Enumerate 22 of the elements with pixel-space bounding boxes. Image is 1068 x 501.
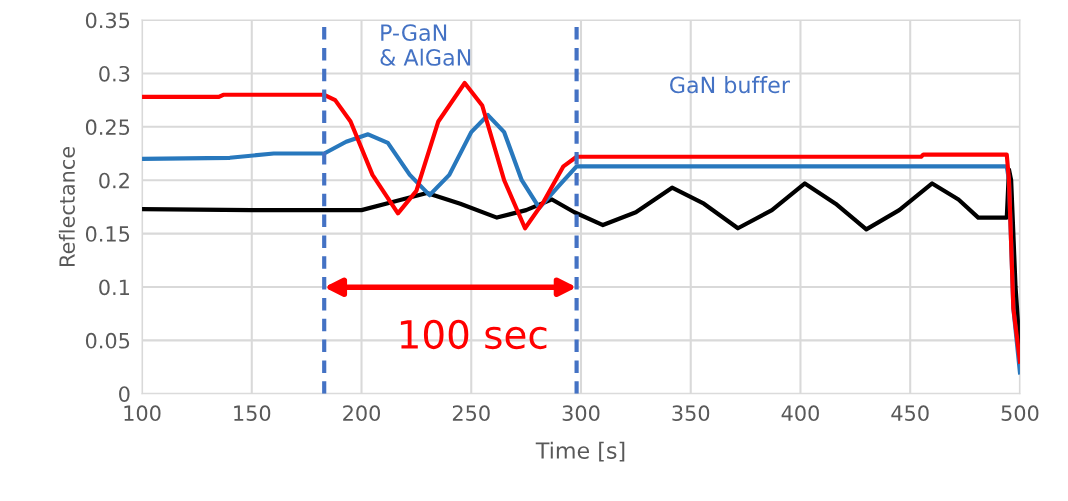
x-tick-label: 500 — [1001, 405, 1039, 422]
annotation: 100 sec — [400, 319, 547, 350]
x-tick-label: 450 — [891, 405, 929, 422]
x-tick-label: 100 — [124, 405, 161, 422]
y-axis-title: Reflectance — [58, 146, 75, 266]
y-tick-label: 0.25 — [85, 119, 130, 136]
x-tick-label: 300 — [562, 405, 600, 422]
x-tick-label: 250 — [452, 405, 490, 422]
x-axis-title: Time [s] — [535, 441, 625, 462]
y-tick-label: 0.3 — [99, 65, 130, 82]
y-tick-label: 0.1 — [99, 279, 130, 296]
annotation: P-GaN & AlGaN — [380, 24, 471, 66]
y-tick-label: 0.05 — [85, 332, 130, 349]
x-tick-label: 350 — [672, 405, 710, 422]
y-tick-label: 0.2 — [99, 172, 129, 189]
x-tick-label: 150 — [234, 405, 271, 422]
x-tick-label: 200 — [343, 405, 381, 422]
x-tick-label: 400 — [781, 405, 819, 422]
y-tick-label: 0 — [119, 386, 130, 402]
annotation: GaN buffer — [670, 76, 790, 94]
y-tick-label: 0.15 — [85, 226, 130, 242]
y-tick-label: 0.35 — [85, 12, 130, 29]
